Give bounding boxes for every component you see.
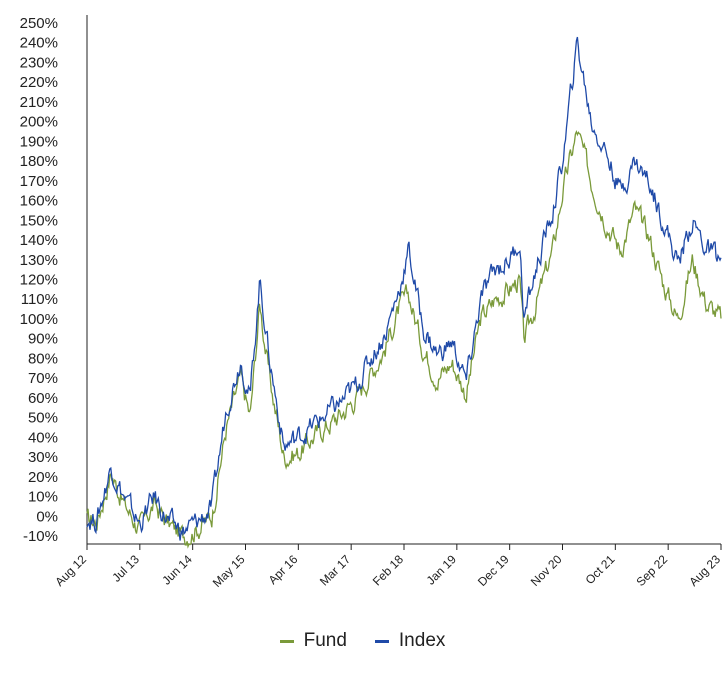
legend-item-fund: Fund xyxy=(279,630,347,652)
x-tick-label: Jan 19 xyxy=(424,552,460,588)
y-tick-label: 80% xyxy=(28,350,58,367)
y-tick-label: 130% xyxy=(20,252,58,269)
legend-item-index: Index xyxy=(374,630,446,652)
x-tick-label: Dec 19 xyxy=(475,552,512,589)
y-tick-label: 100% xyxy=(20,311,58,328)
x-axis-ticks: Aug 12 Jul 13 Jun 14 May 15 Apr 16 Mar 17 Feb … xyxy=(52,544,723,590)
series-line-fund xyxy=(86,130,722,549)
x-tick-label: May 15 xyxy=(210,552,248,590)
y-tick-label: -10% xyxy=(23,528,58,545)
legend-label-fund: Fund xyxy=(303,630,347,651)
y-tick-label: 50% xyxy=(28,410,58,427)
x-tick-label: Aug 23 xyxy=(686,552,723,589)
y-tick-label: 0% xyxy=(36,508,58,525)
y-tick-label: 90% xyxy=(28,331,58,348)
y-tick-label: 170% xyxy=(20,173,58,190)
x-tick-label: Nov 20 xyxy=(528,552,565,589)
x-tick-label: Aug 12 xyxy=(52,552,89,589)
y-tick-label: 210% xyxy=(20,94,58,111)
y-tick-label: 160% xyxy=(20,193,58,210)
x-tick-label: Feb 18 xyxy=(370,552,407,589)
legend-swatch-fund xyxy=(279,639,294,643)
y-tick-label: 60% xyxy=(28,390,58,407)
y-tick-label: 70% xyxy=(28,370,58,387)
x-tick-label: Sep 22 xyxy=(633,552,670,589)
legend-swatch-index xyxy=(374,639,389,643)
y-tick-label: 40% xyxy=(28,429,58,446)
y-tick-label: 230% xyxy=(20,54,58,71)
y-tick-label: 110% xyxy=(21,291,58,308)
y-tick-label: 120% xyxy=(20,272,58,289)
y-tick-label: 180% xyxy=(20,153,58,170)
y-tick-label: 10% xyxy=(28,489,58,506)
series-lines xyxy=(86,36,722,549)
y-tick-label: 250% xyxy=(20,15,58,32)
y-tick-label: 30% xyxy=(28,449,58,466)
legend: Fund Index xyxy=(0,630,725,652)
x-tick-label: Apr 16 xyxy=(266,552,301,587)
y-tick-label: 140% xyxy=(20,232,58,249)
x-tick-label: Jun 14 xyxy=(159,552,195,588)
y-tick-label: 200% xyxy=(20,114,58,131)
y-tick-label: 20% xyxy=(28,469,58,486)
series-line-index xyxy=(86,36,722,541)
y-tick-label: 150% xyxy=(20,212,58,229)
x-tick-label: Mar 17 xyxy=(317,552,354,589)
y-tick-label: 240% xyxy=(20,35,58,52)
legend-label-index: Index xyxy=(398,630,446,651)
y-axis-ticks: -10% 0% 10% 20% 30% 40% 50% 60% 70% 80% 90% 100% 110… xyxy=(20,15,58,545)
y-tick-label: 220% xyxy=(20,74,58,91)
x-tick-label: Oct 21 xyxy=(583,552,618,587)
x-tick-label: Jul 13 xyxy=(109,552,142,585)
y-tick-label: 190% xyxy=(20,133,58,150)
